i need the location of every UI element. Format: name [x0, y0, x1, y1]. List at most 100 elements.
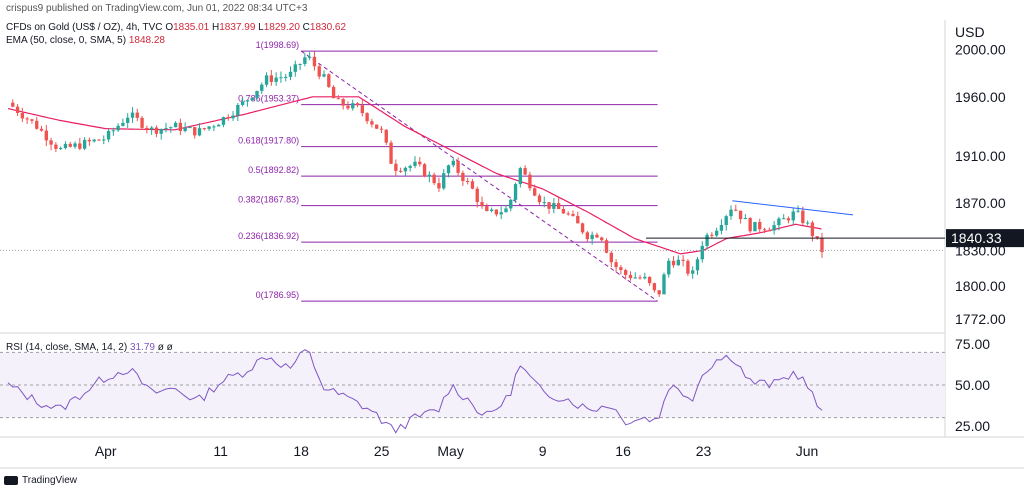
candle-body: [662, 274, 666, 295]
candle-body: [82, 139, 87, 149]
rsi-value: 31.79: [129, 342, 155, 353]
candle-body: [767, 230, 771, 232]
candle-body: [293, 64, 297, 72]
tradingview-mark-icon: [4, 476, 18, 485]
candle-body: [571, 213, 575, 216]
candle-body: [346, 105, 350, 109]
candle-body: [561, 208, 566, 214]
candle-body: [102, 139, 106, 141]
candle-body: [327, 74, 331, 87]
candle-body: [700, 245, 704, 260]
candle-body: [341, 99, 345, 106]
candle-body: [801, 210, 805, 224]
candle-body: [585, 232, 590, 240]
candle-body: [537, 195, 542, 203]
time-tick-label: 23: [696, 443, 712, 459]
candle-body: [269, 75, 274, 82]
time-tick-label: 18: [293, 443, 309, 459]
candle-body: [49, 140, 53, 145]
candle-body: [815, 236, 819, 238]
candle-body: [619, 267, 623, 271]
candle-body: [556, 203, 561, 209]
candle-body: [217, 124, 221, 127]
candle-body: [470, 181, 475, 189]
ohlc-value-l: 1829.20: [263, 22, 300, 33]
candle-body: [298, 63, 302, 65]
current-price-badge: [946, 229, 1024, 248]
rsi-legend[interactable]: RSI (14, close, SMA, 14, 2) 31.79 ø ø: [6, 342, 173, 353]
candle-body: [427, 174, 432, 177]
candle-body: [504, 208, 508, 213]
candle-body: [590, 234, 594, 240]
candle-body: [11, 102, 15, 107]
candle-body: [580, 223, 585, 233]
candle-body: [331, 86, 336, 99]
candle-body: [485, 206, 489, 212]
rsi-tick-label: 75.00: [955, 336, 990, 352]
candle-body: [494, 209, 499, 215]
symbol-legend[interactable]: CFDs on Gold (US$ / OZ), 4h, TVC O1835.0…: [6, 22, 346, 33]
ohlc-key-c: C: [299, 22, 310, 33]
candle-body: [197, 128, 202, 136]
candle-body: [695, 259, 700, 271]
candle-body: [370, 121, 374, 125]
candle-body: [432, 174, 436, 184]
candle-body: [121, 122, 125, 126]
candle-body: [719, 225, 724, 231]
candle-body: [820, 237, 824, 253]
candle-body: [274, 77, 278, 82]
candle-body: [489, 209, 494, 212]
ema-label: EMA (50, close, 0, SMA, 5): [6, 35, 127, 46]
fib-level-label: 0(1786.95): [256, 290, 300, 300]
candle-body: [547, 202, 551, 209]
candle-body: [667, 260, 671, 275]
rsi-extra: ø ø: [157, 342, 173, 353]
time-tick-label: 9: [539, 443, 547, 459]
candle-body: [365, 113, 369, 122]
candle-body: [169, 127, 173, 129]
candle-body: [212, 126, 216, 128]
time-tick-label: May: [437, 443, 463, 459]
rsi-tick-label: 50.00: [955, 377, 990, 393]
candle-body: [734, 209, 738, 211]
candle-body: [173, 122, 178, 128]
time-tick-label: Jun: [796, 443, 819, 459]
candle-body: [743, 218, 748, 220]
candle-body: [226, 117, 230, 119]
candle-body: [523, 168, 527, 175]
candle-body: [691, 270, 695, 274]
ema-line: [7, 96, 822, 255]
ohlc-value-c: 1830.62: [309, 22, 347, 33]
price-tick-label: 1910.00: [955, 148, 1006, 164]
candle-body: [245, 100, 250, 102]
candle-body: [446, 165, 451, 174]
candle-body: [772, 225, 776, 231]
fib-level-label: 0.786(1953.37): [238, 94, 299, 104]
candle-body: [647, 276, 652, 284]
ohlc-key-h: H: [209, 22, 220, 33]
candle-body: [705, 234, 709, 246]
candle-body: [758, 221, 762, 230]
candle-body: [164, 128, 168, 130]
candle-body: [442, 173, 446, 189]
candle-body: [183, 127, 187, 132]
candle-body: [240, 101, 245, 105]
time-tick-label: 11: [213, 443, 228, 459]
candle-body: [92, 139, 96, 142]
candle-body: [35, 120, 39, 129]
ohlc-key-l: L: [255, 22, 264, 33]
candle-body: [595, 234, 599, 238]
candle-body: [710, 234, 714, 236]
resistance-trendline: [732, 200, 854, 216]
tradingview-logo[interactable]: TradingView: [4, 475, 77, 486]
candle-body: [403, 167, 408, 172]
ema-legend[interactable]: EMA (50, close, 0, SMA, 5) 1848.28: [6, 35, 165, 46]
candle-body: [652, 283, 657, 291]
candle-body: [729, 209, 733, 217]
candle-body: [87, 139, 92, 142]
candle-body: [317, 66, 321, 77]
candle-body: [15, 106, 20, 113]
candle-body: [518, 168, 523, 185]
candle-body: [279, 77, 283, 79]
